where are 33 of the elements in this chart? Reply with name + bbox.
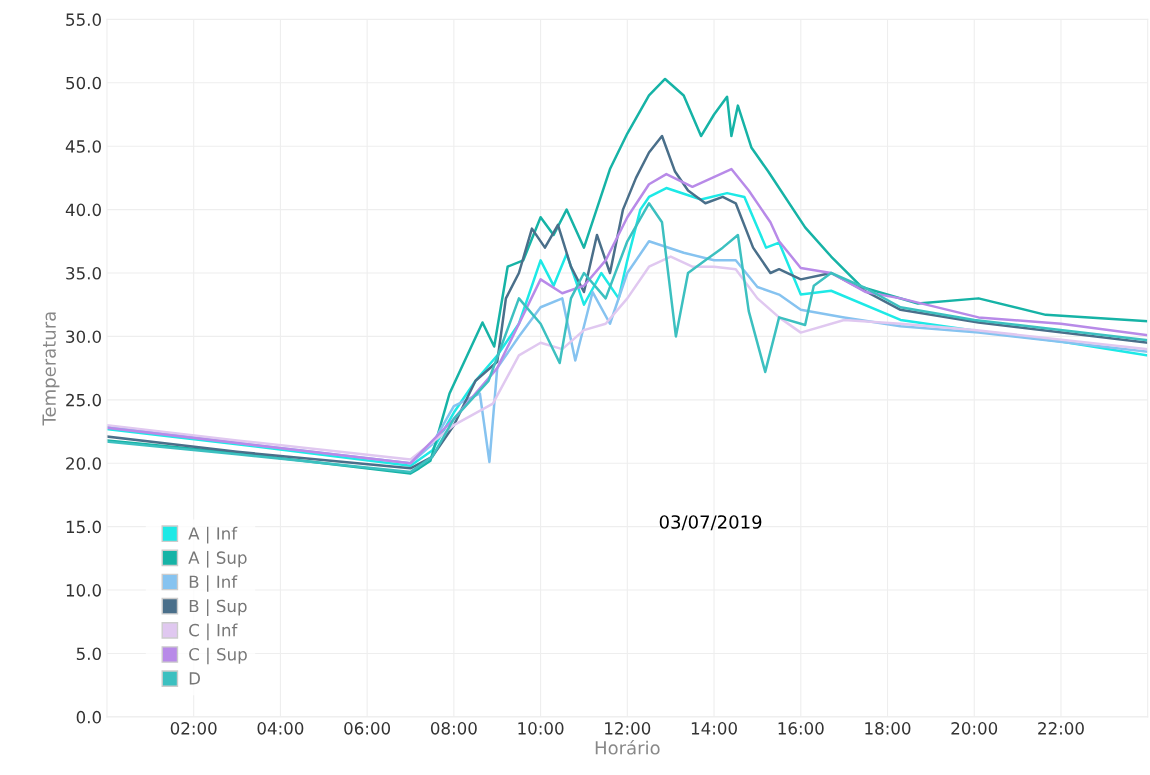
y-axis-title: Temperatura bbox=[42, 312, 60, 426]
legend-label: A | Sup bbox=[188, 550, 247, 568]
x-tick-label: 12:00 bbox=[605, 722, 651, 735]
y-tick-label: 25.0 bbox=[66, 393, 101, 407]
y-tick-label: 40.0 bbox=[65, 203, 101, 217]
x-tick-label: 08:00 bbox=[430, 722, 477, 735]
x-axis-title: Horário bbox=[595, 739, 660, 755]
y-tick-label: 15.0 bbox=[66, 520, 101, 534]
x-tick-label: 10:00 bbox=[518, 722, 564, 735]
y-tick-label: 30.0 bbox=[66, 330, 101, 343]
x-tick-label: 04:00 bbox=[257, 722, 304, 735]
x-tick-label: 14:00 bbox=[691, 722, 737, 735]
legend-label: B | Sup bbox=[189, 599, 247, 616]
y-tick-label: 45.0 bbox=[65, 140, 101, 153]
x-tick-label: 06:00 bbox=[344, 722, 391, 735]
annotation: 03/07/2019 bbox=[659, 515, 762, 531]
legend-label: C | Sup bbox=[189, 647, 247, 665]
y-tick-label: 0.0 bbox=[76, 710, 101, 724]
y-tick-label: 20.0 bbox=[66, 457, 101, 470]
legend-label: C | Inf bbox=[189, 623, 238, 641]
legend-label: B | Inf bbox=[189, 575, 238, 592]
y-tick-label: 50.0 bbox=[66, 76, 101, 90]
x-tick-label: 22:00 bbox=[1038, 722, 1084, 735]
y-tick-label: 35.0 bbox=[66, 266, 101, 280]
y-tick-label: 10.0 bbox=[66, 584, 101, 597]
x-tick-label: 02:00 bbox=[170, 722, 217, 735]
legend-label: A | Inf bbox=[188, 526, 238, 544]
x-tick-label: 20:00 bbox=[951, 722, 998, 735]
y-tick-label: 5.0 bbox=[76, 647, 101, 661]
x-tick-label: 16:00 bbox=[778, 722, 824, 735]
legend-label: D bbox=[189, 672, 201, 685]
y-tick-label: 55.0 bbox=[66, 13, 101, 26]
x-tick-label: 18:00 bbox=[865, 722, 911, 735]
